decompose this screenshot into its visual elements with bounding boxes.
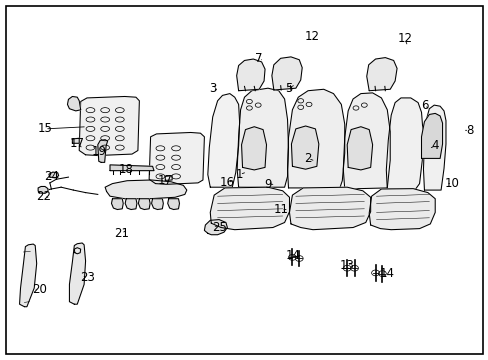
Polygon shape <box>105 180 186 199</box>
Text: 14: 14 <box>379 267 394 280</box>
Text: 8: 8 <box>465 124 472 137</box>
Polygon shape <box>67 96 81 111</box>
Polygon shape <box>289 187 370 230</box>
Text: 17: 17 <box>70 137 84 150</box>
Text: 6: 6 <box>420 99 427 112</box>
Text: 10: 10 <box>444 177 459 190</box>
Text: 17: 17 <box>158 174 172 187</box>
Polygon shape <box>79 96 139 156</box>
Polygon shape <box>346 127 372 170</box>
Text: 3: 3 <box>208 82 216 95</box>
Polygon shape <box>236 59 264 91</box>
Polygon shape <box>125 199 137 210</box>
Text: 22: 22 <box>37 190 51 203</box>
Text: 14: 14 <box>285 249 300 262</box>
Polygon shape <box>204 220 227 235</box>
Polygon shape <box>237 88 288 187</box>
Polygon shape <box>241 127 266 170</box>
Polygon shape <box>423 105 445 190</box>
Polygon shape <box>72 138 79 143</box>
Text: 7: 7 <box>255 52 263 65</box>
Text: 4: 4 <box>430 139 438 152</box>
Text: 20: 20 <box>32 283 46 296</box>
Polygon shape <box>386 98 422 189</box>
Text: 16: 16 <box>220 176 234 189</box>
Polygon shape <box>421 113 442 158</box>
Text: 21: 21 <box>114 227 128 240</box>
Polygon shape <box>271 57 302 90</box>
Text: 2: 2 <box>304 152 311 165</box>
Polygon shape <box>138 199 150 210</box>
Polygon shape <box>69 243 85 304</box>
Polygon shape <box>167 199 179 210</box>
Polygon shape <box>210 187 289 230</box>
Polygon shape <box>151 199 163 210</box>
Text: 9: 9 <box>264 178 271 191</box>
Polygon shape <box>343 93 389 189</box>
Polygon shape <box>111 199 123 210</box>
Text: 24: 24 <box>44 170 59 183</box>
Text: 25: 25 <box>211 221 226 234</box>
Polygon shape <box>366 58 396 91</box>
Polygon shape <box>38 186 48 193</box>
Polygon shape <box>149 132 204 184</box>
Text: 18: 18 <box>119 163 133 176</box>
Polygon shape <box>49 172 59 178</box>
Text: 13: 13 <box>339 259 354 272</box>
Text: 12: 12 <box>304 30 319 42</box>
Polygon shape <box>20 244 37 307</box>
Text: 1: 1 <box>235 168 243 181</box>
Polygon shape <box>98 140 107 162</box>
Polygon shape <box>368 189 434 230</box>
Polygon shape <box>291 126 318 169</box>
Polygon shape <box>287 89 344 188</box>
Text: 5: 5 <box>284 82 292 95</box>
Text: 19: 19 <box>91 145 106 158</box>
Text: 11: 11 <box>273 203 288 216</box>
Polygon shape <box>207 94 239 187</box>
Polygon shape <box>110 165 154 171</box>
Text: 12: 12 <box>397 32 411 45</box>
Text: 15: 15 <box>38 122 52 135</box>
Text: 23: 23 <box>81 271 95 284</box>
